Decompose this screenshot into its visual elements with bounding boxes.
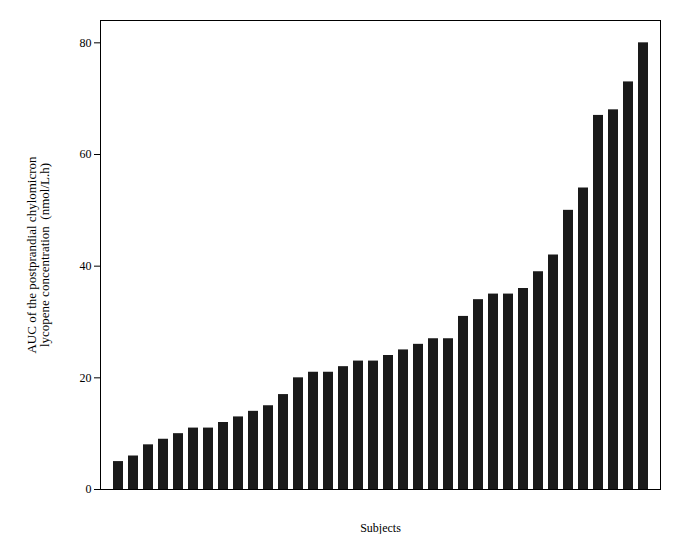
- svg-text:60: 60: [80, 147, 92, 161]
- svg-text:20: 20: [80, 371, 92, 385]
- svg-text:80: 80: [80, 36, 92, 50]
- svg-text:0: 0: [86, 482, 92, 496]
- svg-text:Subjects: Subjects: [360, 521, 401, 534]
- svg-text:AUC of the postprandial chylom: AUC of the postprandial chylomicronlycop…: [24, 156, 52, 354]
- svg-text:40: 40: [80, 259, 92, 273]
